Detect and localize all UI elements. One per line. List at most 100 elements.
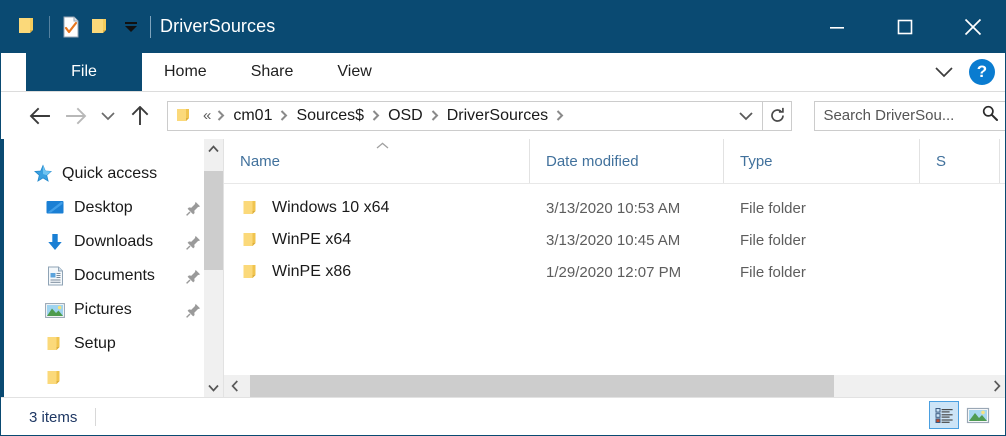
breadcrumb-crumb-sources[interactable]: Sources$ <box>296 106 365 124</box>
file-name-cell[interactable]: WinPE x86 <box>224 263 530 281</box>
scroll-left-chevron-left-icon[interactable] <box>224 375 246 397</box>
type-cell: File folder <box>740 263 806 281</box>
table-row[interactable]: WinPE x64 3/13/2020 10:45 AM File folder <box>224 224 1005 256</box>
title-separator <box>150 15 151 38</box>
file-name-label: Windows 10 x64 <box>272 199 390 216</box>
breadcrumb-crumb-osd[interactable]: OSD <box>388 106 423 124</box>
column-header-label: Type <box>740 152 773 170</box>
date-modified-cell: 1/29/2020 12:07 PM <box>546 263 682 281</box>
properties-icon[interactable] <box>56 12 86 42</box>
file-list-pane: Name Date modified Type S <box>223 139 1005 397</box>
sidebar-item-pictures[interactable]: Pictures <box>4 293 223 327</box>
breadcrumb[interactable]: « cm01 Sources$ OSD DriverSources <box>167 100 763 131</box>
desktop-icon <box>44 199 66 217</box>
table-row[interactable]: Windows 10 x64 3/13/2020 10:53 AM File f… <box>224 192 1005 224</box>
minimize-icon[interactable] <box>803 0 871 53</box>
window-title: DriverSources <box>160 16 276 36</box>
star-icon <box>32 164 54 184</box>
column-header-size[interactable]: S <box>920 139 1000 183</box>
close-icon[interactable] <box>939 0 1005 53</box>
horizontal-scrollbar[interactable] <box>224 375 1005 397</box>
sidebar-item-partial[interactable] <box>4 361 223 395</box>
status-separator <box>95 408 97 426</box>
breadcrumb-ellipsis[interactable]: « <box>203 107 212 124</box>
breadcrumb-separator[interactable] <box>553 110 567 121</box>
file-name-cell[interactable]: WinPE x64 <box>224 231 530 249</box>
sidebar-item-documents[interactable]: Documents <box>4 259 223 293</box>
pin-icon[interactable] <box>186 269 201 284</box>
customize-toolbar-chevron-down-icon[interactable] <box>116 12 146 42</box>
scrollbar-track[interactable] <box>246 375 986 397</box>
breadcrumb-separator[interactable] <box>428 110 442 121</box>
navigation-list: Quick access Desktop <box>4 139 223 395</box>
ribbon-controls: ? <box>927 53 1001 91</box>
navigation-buttons <box>1 99 157 133</box>
column-header-date-modified[interactable]: Date modified <box>530 139 724 183</box>
scroll-down-chevron-down-icon[interactable] <box>204 378 223 397</box>
new-folder-icon[interactable] <box>86 12 116 42</box>
folder-icon <box>240 232 262 249</box>
expand-ribbon-chevron-down-icon[interactable] <box>927 55 961 89</box>
tab-share[interactable]: Share <box>250 63 294 80</box>
folder-icon <box>240 264 262 281</box>
sidebar-item-label: Downloads <box>74 233 154 250</box>
pin-icon[interactable] <box>186 303 201 318</box>
column-header-label: Date modified <box>546 152 639 170</box>
scroll-right-chevron-right-icon[interactable] <box>986 375 1005 397</box>
sidebar-item-label: Setup <box>74 335 116 352</box>
window-controls <box>803 0 1005 53</box>
folder-icon <box>44 336 66 353</box>
view-mode-buttons <box>929 401 993 429</box>
search-box[interactable]: Search DriverSou... <box>814 100 1005 131</box>
download-icon <box>44 233 66 252</box>
scrollbar-thumb[interactable] <box>250 375 834 397</box>
sidebar-item-downloads[interactable]: Downloads <box>4 225 223 259</box>
status-bar: 3 items <box>1 397 1005 435</box>
date-modified-cell: 3/13/2020 10:45 AM <box>546 231 681 249</box>
file-name-label: WinPE x86 <box>272 263 352 280</box>
sidebar-item-label: Quick access <box>62 165 158 182</box>
sidebar-item-label: Desktop <box>74 199 133 216</box>
file-name-label: WinPE x64 <box>272 231 352 248</box>
recent-locations-chevron-down-icon[interactable] <box>95 99 121 133</box>
breadcrumb-separator[interactable] <box>214 110 228 121</box>
main-body: Quick access Desktop <box>1 139 1005 397</box>
column-header-type[interactable]: Type <box>724 139 920 183</box>
scroll-up-chevron-up-icon[interactable] <box>204 139 223 158</box>
file-list: Windows 10 x64 3/13/2020 10:53 AM File f… <box>224 184 1005 288</box>
pin-icon[interactable] <box>186 235 201 250</box>
column-header-name[interactable]: Name <box>224 139 530 183</box>
help-button[interactable]: ? <box>969 59 995 85</box>
large-icons-view-icon[interactable] <box>963 401 993 429</box>
breadcrumb-dropdown-chevron-down-icon[interactable] <box>732 103 760 129</box>
ribbon-tab-bar: File Home Share View ? <box>1 53 1005 92</box>
folder-icon[interactable] <box>13 12 43 42</box>
refresh-icon[interactable] <box>763 100 793 131</box>
search-icon[interactable] <box>982 105 998 126</box>
up-arrow-up-icon[interactable] <box>123 99 157 133</box>
folder-icon <box>240 200 262 217</box>
breadcrumb-separator[interactable] <box>369 110 383 121</box>
file-name-cell[interactable]: Windows 10 x64 <box>224 199 530 217</box>
sidebar-item-desktop[interactable]: Desktop <box>4 191 223 225</box>
scrollbar-thumb[interactable] <box>204 171 223 270</box>
table-row[interactable]: WinPE x86 1/29/2020 12:07 PM File folder <box>224 256 1005 288</box>
breadcrumb-crumb-cm01[interactable]: cm01 <box>233 106 273 124</box>
tab-view[interactable]: View <box>337 63 372 80</box>
pin-icon[interactable] <box>186 201 201 216</box>
forward-arrow-right-icon[interactable] <box>59 99 93 133</box>
sidebar-item-quick-access[interactable]: Quick access <box>4 157 223 191</box>
search-input[interactable]: Search DriverSou... <box>823 107 955 124</box>
sidebar-item-setup[interactable]: Setup <box>4 327 223 361</box>
maximize-icon[interactable] <box>871 0 939 53</box>
tab-home[interactable]: Home <box>164 63 207 80</box>
breadcrumb-crumb-driversources[interactable]: DriverSources <box>446 106 549 124</box>
breadcrumb-separator[interactable] <box>277 110 291 121</box>
back-arrow-left-icon[interactable] <box>23 99 57 133</box>
tab-file[interactable]: File <box>26 53 142 91</box>
navigation-pane-scrollbar[interactable] <box>204 139 223 397</box>
document-icon <box>44 266 66 286</box>
details-view-icon[interactable] <box>929 401 959 429</box>
column-header-label: Name <box>240 152 281 170</box>
